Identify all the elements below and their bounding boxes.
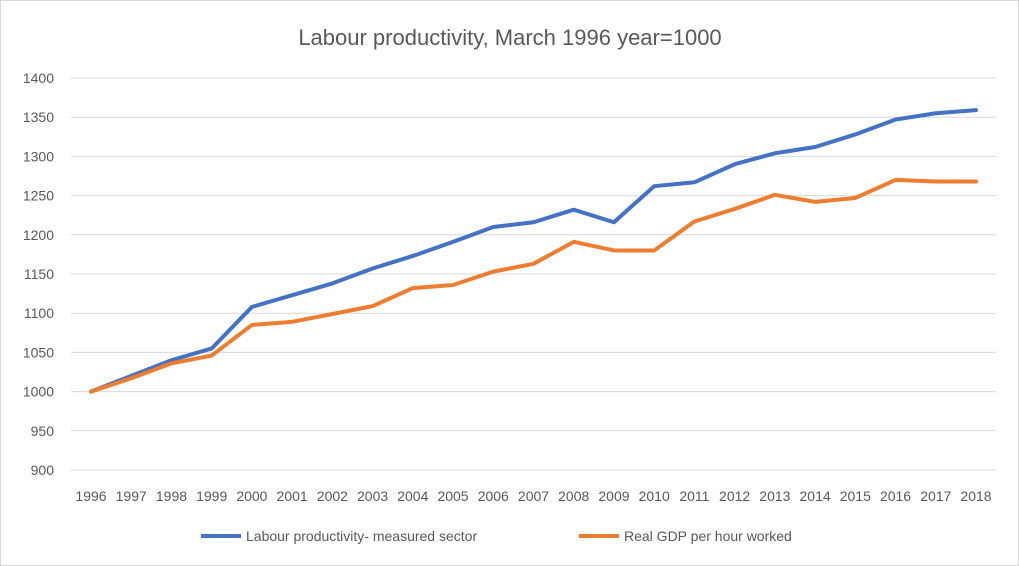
x-tick-label: 2009: [598, 488, 629, 504]
legend-label-0: Labour productivity- measured sector: [246, 528, 477, 544]
x-tick-label: 2006: [478, 488, 509, 504]
x-tick-label: 2000: [236, 488, 267, 504]
x-tick-label: 1997: [116, 488, 147, 504]
x-tick-label: 2002: [317, 488, 348, 504]
x-tick-label: 2017: [920, 488, 951, 504]
chart-title: Labour productivity, March 1996 year=100…: [298, 25, 721, 50]
y-tick-label: 1300: [23, 148, 54, 164]
x-tick-label: 2003: [357, 488, 388, 504]
x-tick-label: 1998: [156, 488, 187, 504]
x-tick-label: 2016: [880, 488, 911, 504]
y-tick-label: 1000: [23, 384, 54, 400]
x-tick-label: 2014: [800, 488, 831, 504]
y-tick-label: 950: [31, 423, 55, 439]
x-tick-label: 1996: [75, 488, 106, 504]
y-tick-label: 1100: [24, 305, 54, 321]
y-tick-label: 1200: [23, 227, 54, 243]
x-tick-label: 2008: [558, 488, 589, 504]
y-tick-label: 1050: [23, 344, 54, 360]
legend-label-1: Real GDP per hour worked: [624, 528, 792, 544]
x-tick-label: 2018: [960, 488, 991, 504]
y-tick-label: 1150: [24, 266, 54, 282]
x-tick-label: 2011: [679, 488, 709, 504]
y-tick-label: 1400: [23, 70, 54, 86]
x-tick-label: 2012: [719, 488, 750, 504]
x-tick-label: 2010: [639, 488, 670, 504]
x-tick-label: 2005: [437, 488, 468, 504]
x-tick-label: 1999: [196, 488, 227, 504]
series-line-0: [89, 108, 978, 394]
x-tick-label: 2013: [759, 488, 790, 504]
x-tick-label: 2015: [840, 488, 871, 504]
y-tick-label: 1250: [23, 188, 54, 204]
y-tick-label: 900: [31, 462, 55, 478]
series-line-1: [89, 177, 978, 394]
y-tick-label: 1350: [23, 109, 54, 125]
x-tick-label: 2007: [518, 488, 549, 504]
x-tick-label: 2001: [277, 488, 308, 504]
x-tick-label: 2004: [397, 488, 428, 504]
